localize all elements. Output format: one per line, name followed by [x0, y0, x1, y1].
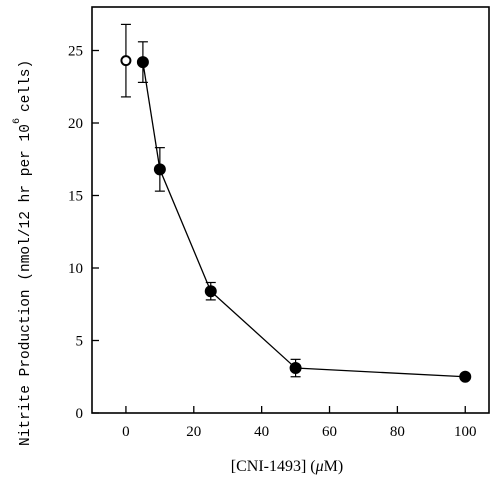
series-line: [142, 61, 466, 378]
x-tick-label: 40: [254, 424, 269, 440]
y-axis-label: Nitrite Production (nmol/12 hr per 106ce…: [12, 60, 34, 446]
x-tick-label: 80: [390, 424, 405, 440]
x-tick-label: 0: [122, 424, 130, 440]
x-axis-ticks: 0 20 40 60 80 100: [122, 406, 476, 440]
y-tick-label: 15: [68, 189, 83, 205]
data-point: [289, 362, 302, 375]
data-point: [459, 370, 472, 383]
data-point-open: [120, 55, 132, 67]
data-point: [136, 56, 149, 69]
x-axis-label: [CNI-1493] (μM): [231, 458, 343, 475]
data-series: [120, 23, 472, 383]
y-tick-label: 5: [76, 334, 84, 350]
y-axis-ticks: 0 5 10 15 20 25: [68, 44, 99, 422]
x-tick-label: 100: [454, 424, 477, 440]
y-tick-label: 20: [68, 116, 83, 132]
data-point: [204, 285, 217, 298]
y-tick-label: 25: [68, 44, 83, 60]
x-tick-label: 20: [186, 424, 201, 440]
plot-frame: [91, 6, 490, 414]
y-tick-label: 0: [76, 406, 84, 422]
x-tick-label: 60: [322, 424, 337, 440]
data-point: [153, 163, 166, 176]
y-tick-label: 10: [68, 261, 83, 277]
y-axis-label-text: Nitrite Production (nmol/12 hr per 106ce…: [12, 60, 34, 446]
